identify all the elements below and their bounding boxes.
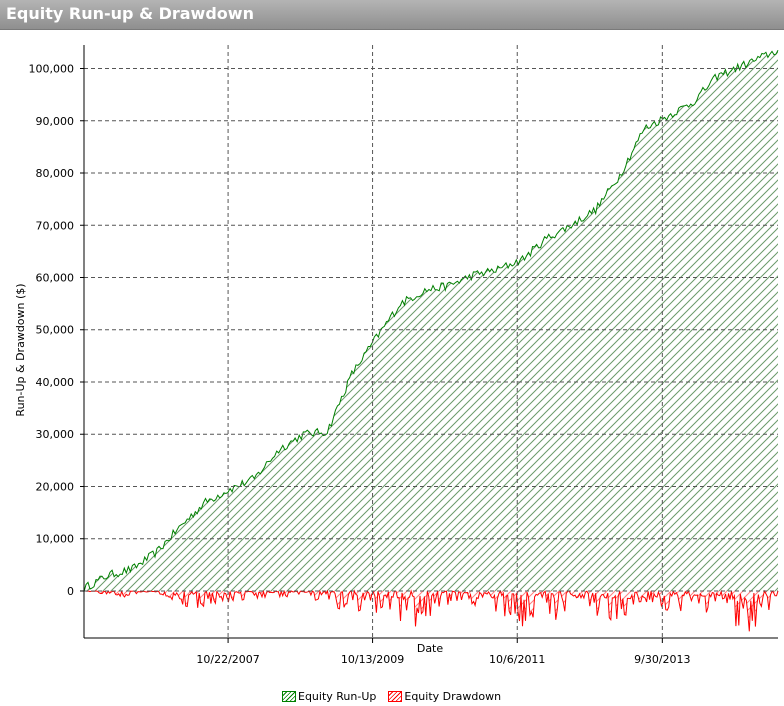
x-tick-label: 10/13/2009 <box>341 653 404 666</box>
chart-legend: Equity Run-Up Equity Drawdown <box>282 688 513 704</box>
drawdown-swatch-icon <box>388 690 403 702</box>
runup-area <box>84 50 778 592</box>
equity-chart: 0 10,000 20,000 30,000 40,000 50,000 60,000 70,… <box>14 45 779 666</box>
runup-swatch-icon <box>282 690 296 702</box>
y-tick-label: 10,000 <box>36 533 75 546</box>
y-axis-label: Run-Up & Drawdown ($) <box>14 283 27 416</box>
x-tick-label: 10/6/2011 <box>489 653 545 666</box>
y-tick-label: 80,000 <box>36 167 75 180</box>
y-tick-label: 90,000 <box>36 115 75 128</box>
window-title: Equity Run-up & Drawdown <box>6 4 254 23</box>
legend-label-runup: Equity Run-Up <box>298 689 377 703</box>
title-bar: Equity Run-up & Drawdown <box>0 0 784 30</box>
y-tick-label: 70,000 <box>36 219 75 232</box>
y-tick-label: 50,000 <box>36 324 75 337</box>
y-tick-label: 20,000 <box>36 480 75 493</box>
y-tick-label: 100,000 <box>29 63 75 76</box>
y-tick-label: 60,000 <box>36 271 75 284</box>
drawdown-line <box>84 589 779 632</box>
legend-item-runup: Equity Run-Up <box>282 690 376 703</box>
x-axis-label: Date <box>417 642 444 655</box>
y-tick-label: 30,000 <box>36 428 75 441</box>
x-tick-label: 9/30/2013 <box>634 653 690 666</box>
y-tick-label: 0 <box>67 585 74 598</box>
y-tick-label: 40,000 <box>36 376 75 389</box>
legend-label-drawdown: Equity Drawdown <box>404 689 502 703</box>
legend-item-drawdown: Equity Drawdown <box>388 690 501 703</box>
x-tick-label: 10/22/2007 <box>196 653 259 666</box>
